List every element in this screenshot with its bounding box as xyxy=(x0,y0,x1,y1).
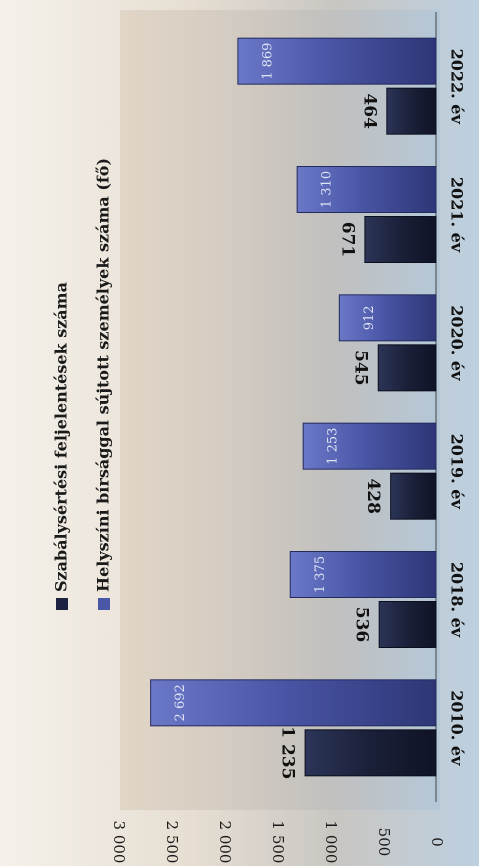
data-label-feljelentesek: 536 xyxy=(352,607,372,643)
value-tick-label: 3 000 xyxy=(110,821,128,864)
background-photo xyxy=(120,10,440,810)
category-label: 2019. év xyxy=(448,434,467,510)
bars-layer xyxy=(150,37,437,777)
data-label-feljelentesek: 1 235 xyxy=(278,726,298,779)
data-label-feljelentesek: 464 xyxy=(359,93,379,129)
bar-helyszini-birsag xyxy=(150,679,437,727)
value-tick-label: 2 000 xyxy=(216,821,234,864)
category-group xyxy=(150,679,437,777)
value-tick-label: 1 000 xyxy=(322,821,340,864)
value-tick-label: 1 500 xyxy=(269,821,287,864)
category-group xyxy=(289,551,437,648)
value-tick-label: 2 500 xyxy=(163,821,181,864)
value-tick-label: 0 xyxy=(428,837,446,847)
legend-swatch xyxy=(98,598,110,610)
data-label-helyszini-birsag: 912 xyxy=(362,305,377,330)
data-label-feljelentesek: 545 xyxy=(351,350,371,386)
bar-helyszini-birsag xyxy=(296,166,437,213)
bar-feljelentesek xyxy=(377,344,437,392)
legend-label: Szabálysértési feljelentések száma xyxy=(52,282,71,592)
category-group xyxy=(237,37,437,135)
labels-layer: 2010. év 1 235 2 692 2018. év 536 1 375 2019. … xyxy=(173,43,466,780)
bar-helyszini-birsag xyxy=(237,37,437,85)
bar-helyszini-birsag xyxy=(289,551,437,598)
category-group xyxy=(296,166,437,263)
data-label-helyszini-birsag: 1 310 xyxy=(320,171,335,208)
legend-swatch xyxy=(56,598,68,610)
value-tick-label: 500 xyxy=(375,828,393,857)
bar-feljelentesek xyxy=(386,87,437,135)
data-label-helyszini-birsag: 1 869 xyxy=(260,43,275,80)
category-group xyxy=(302,422,437,520)
legend-label: Helyszíni bírsággal sújtott személyek sz… xyxy=(94,158,113,592)
category-label: 2021. év xyxy=(448,177,467,253)
axis-layer: 0 500 1 000 1 500 2 000 2 500 3 000 xyxy=(110,12,446,863)
category-label: 2022. év xyxy=(448,49,467,125)
category-label: 2018. év xyxy=(448,562,467,638)
category-label: 2010. év xyxy=(448,690,467,766)
bar-feljelentesek xyxy=(364,216,437,263)
bar-feljelentesek xyxy=(390,472,437,520)
category-label: 2020. év xyxy=(448,305,467,381)
category-group xyxy=(338,294,437,392)
data-label-helyszini-birsag: 2 692 xyxy=(173,684,188,721)
bar-helyszini-birsag xyxy=(302,422,437,470)
bar-feljelentesek xyxy=(304,729,437,777)
data-label-helyszini-birsag: 1 253 xyxy=(326,428,341,465)
bar-feljelentesek xyxy=(378,601,437,648)
data-label-feljelentesek: 428 xyxy=(363,478,383,513)
legend: Szabálysértési feljelentések száma Helysz… xyxy=(52,158,113,610)
data-label-helyszini-birsag: 1 375 xyxy=(313,556,328,593)
bar-helyszini-birsag xyxy=(338,294,437,342)
data-label-feljelentesek: 671 xyxy=(337,222,357,258)
